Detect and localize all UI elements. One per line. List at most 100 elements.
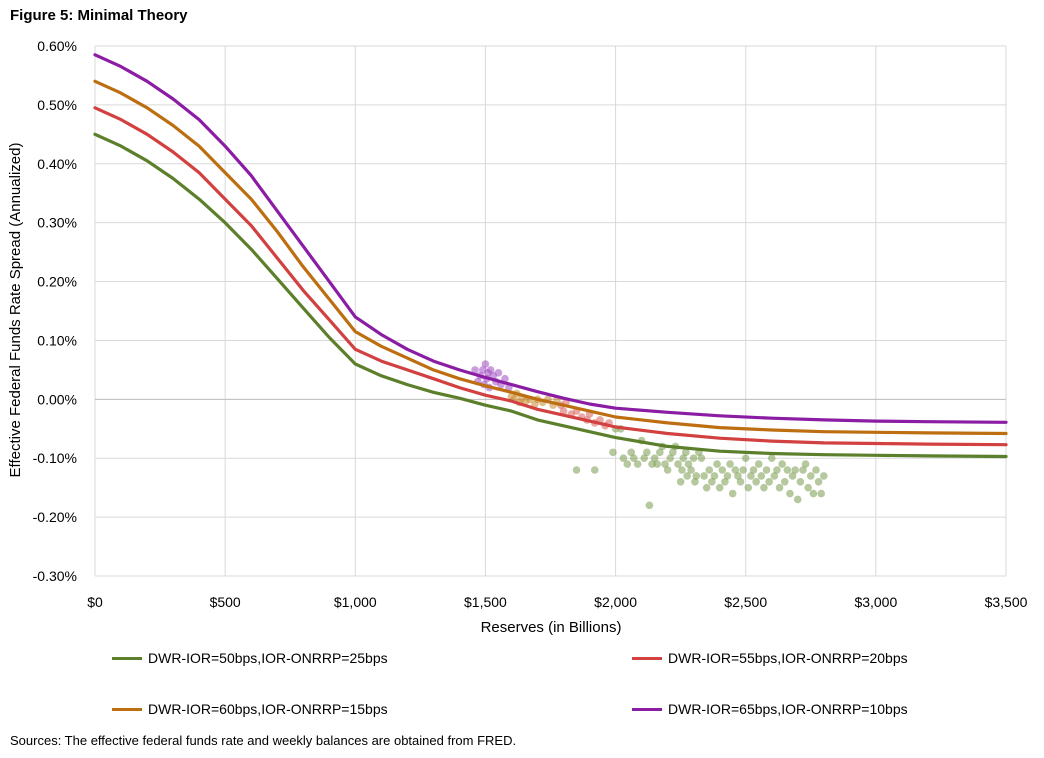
scatter-point: [661, 460, 669, 468]
scatter-point: [486, 366, 495, 374]
scatter-points: [471, 360, 828, 510]
scatter-point: [773, 466, 781, 474]
y-tick-label: -0.10%: [33, 450, 77, 466]
legend-item-series-2: DWR-IOR=55bps,IOR-ONRRP=20bps: [632, 650, 908, 666]
scatter-point: [775, 483, 784, 492]
scatter-point: [809, 489, 818, 498]
y-tick-label: 0.60%: [37, 38, 77, 54]
scatter-point: [783, 466, 792, 474]
legend-label-series-1: DWR-IOR=50bps,IOR-ONRRP=25bps: [148, 650, 388, 666]
legend-swatch-series-4: [632, 707, 662, 711]
scatter-point: [501, 374, 509, 383]
scatter-point: [619, 454, 628, 463]
scatter-point: [744, 483, 753, 492]
scatter-point: [676, 477, 685, 486]
legend-swatch-series-3: [112, 707, 142, 711]
scatter-point: [731, 466, 740, 474]
scatter-point: [629, 454, 638, 463]
scatter-point: [723, 472, 732, 480]
scatter-point: [663, 466, 672, 474]
scatter-point: [687, 466, 695, 474]
scatter-point: [757, 472, 766, 480]
scatter-point: [623, 460, 632, 468]
scatter-point: [705, 466, 714, 474]
x-tick-label: $3,500: [985, 594, 1028, 610]
sources-note: Sources: The effective federal funds rat…: [10, 733, 517, 748]
series-line-2: [93, 106, 1008, 447]
scatter-point: [684, 460, 693, 468]
scatter-point: [788, 472, 797, 480]
scatter-point: [728, 489, 737, 498]
legend-item-series-4: DWR-IOR=65bps,IOR-ONRRP=10bps: [632, 701, 908, 717]
scatter-point: [678, 466, 686, 474]
y-tick-label: 0.50%: [37, 97, 77, 113]
x-tick-label: $500: [210, 594, 241, 610]
legend-label-series-2: DWR-IOR=55bps,IOR-ONRRP=20bps: [668, 650, 908, 666]
scatter-point: [780, 477, 789, 486]
legend-label-series-3: DWR-IOR=60bps,IOR-ONRRP=15bps: [148, 701, 388, 717]
scatter-point: [765, 477, 773, 486]
scatter-point: [494, 369, 503, 377]
scatter-point: [762, 466, 771, 474]
scatter-point: [666, 454, 675, 463]
series-line-3: [93, 79, 1008, 436]
grid: [94, 45, 1007, 577]
scatter-point: [726, 460, 734, 468]
scatter-point: [786, 489, 794, 498]
scatter-point: [718, 466, 727, 474]
scatter-point: [648, 460, 656, 468]
scatter-point: [812, 466, 820, 474]
scatter-point: [679, 454, 688, 463]
scatter-point: [689, 454, 698, 463]
scatter-point: [640, 454, 649, 463]
scatter-point: [700, 472, 708, 480]
legend-swatch-series-2: [632, 656, 662, 660]
scatter-point: [609, 448, 617, 457]
scatter-point: [710, 472, 719, 480]
scatter-point: [752, 477, 760, 486]
scatter-point: [770, 472, 779, 480]
x-tick-label: $2,500: [724, 594, 767, 610]
y-axis-label: Effective Federal Funds Rate Spread (Ann…: [7, 143, 24, 478]
scatter-point: [682, 448, 690, 457]
scatter-point: [804, 483, 812, 492]
scatter-point: [806, 472, 815, 480]
x-axis-label: Reserves (in Billions): [481, 619, 622, 636]
scatter-point: [820, 472, 828, 480]
scatter-point: [739, 466, 747, 474]
scatter-point: [754, 460, 763, 468]
scatter-point: [643, 448, 651, 457]
figure-title: Figure 5: Minimal Theory: [10, 7, 188, 24]
scatter-point: [796, 477, 805, 486]
scatter-point: [697, 454, 706, 463]
series-line-1: [93, 132, 1008, 459]
y-tick-label: -0.30%: [33, 568, 77, 584]
scatter-point: [801, 460, 810, 468]
scatter-point: [471, 366, 479, 374]
scatter-point: [749, 466, 758, 474]
scatter-point: [778, 460, 786, 468]
scatter-point: [645, 501, 654, 510]
scatter-point: [656, 448, 664, 457]
scatter-point: [708, 477, 716, 486]
y-tick-label: 0.40%: [37, 156, 77, 172]
scatter-point: [669, 448, 677, 457]
scatter-point: [572, 466, 581, 474]
legend-item-series-1: DWR-IOR=50bps,IOR-ONRRP=25bps: [112, 650, 388, 666]
legend-label-series-4: DWR-IOR=65bps,IOR-ONRRP=10bps: [668, 701, 908, 717]
scatter-point: [713, 460, 721, 468]
scatter-point: [702, 483, 711, 492]
y-tick-label: 0.10%: [37, 332, 77, 348]
x-tick-label: $1,500: [464, 594, 507, 610]
scatter-point: [814, 477, 823, 486]
series-line-4: [93, 53, 1008, 424]
series-lines: [93, 53, 1008, 459]
scatter-point: [692, 472, 701, 480]
scatter-point: [674, 460, 682, 468]
scatter-point: [793, 495, 802, 504]
scatter-point: [683, 472, 691, 480]
scatter-point: [760, 483, 768, 492]
x-tick-label: $2,000: [594, 594, 637, 610]
scatter-point: [559, 407, 568, 415]
